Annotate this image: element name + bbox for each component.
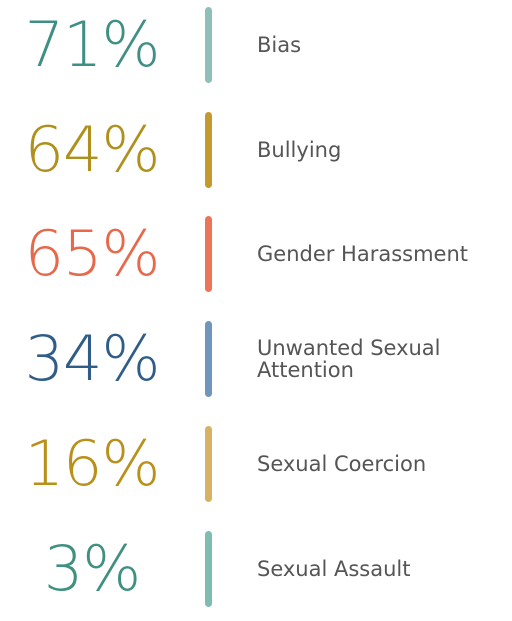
stat-label: Gender Harassment [257,242,469,267]
divider-bar [205,216,212,293]
stat-value: 34% [24,322,161,396]
stat-value: 71% [24,8,161,81]
stat-value: 16% [24,426,161,500]
stat-row: 16% Sexual Coercion [0,412,512,516]
divider-bar [205,321,212,398]
stat-list: 71% Bias 64% Bullying 65% Gender Harassment 34… [0,0,512,607]
stat-row: 34% Unwanted Sexual Attention [0,307,512,411]
stat-label: Unwanted Sexual Attention [257,336,441,383]
stat-row: 71% Bias [0,0,512,97]
stat-value: 3% [43,531,141,605]
stat-row: 64% Bullying [0,98,512,202]
divider-bar [205,425,212,502]
stat-value: 65% [24,217,161,291]
stat-label: Bullying [257,137,342,162]
stat-label: Bias [257,33,302,57]
divider-bar [205,7,212,83]
stat-row: 65% Gender Harassment [0,202,512,306]
divider-bar [205,111,212,188]
stat-row: 3% Sexual Assault [0,517,512,621]
stat-label: Sexual Assault [257,556,411,581]
stat-value: 64% [24,112,161,186]
stat-label: Sexual Coercion [257,451,427,476]
divider-bar [205,530,212,607]
